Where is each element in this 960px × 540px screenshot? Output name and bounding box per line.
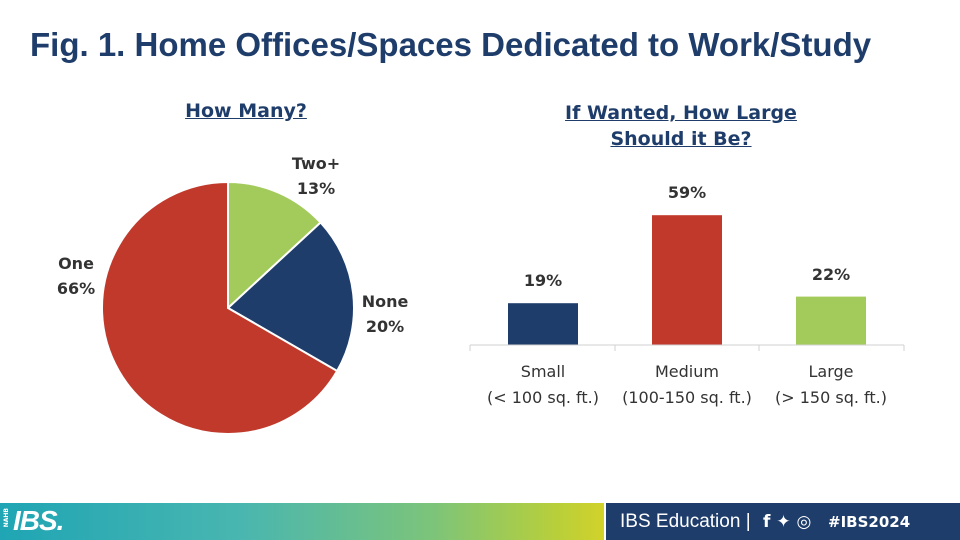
- pie-label-none-value: 20%: [365, 317, 405, 336]
- footer-info: IBS Education | f ✦ ◎ #IBS2024: [604, 503, 960, 540]
- bar-small: [508, 303, 578, 345]
- bar-chart-title: If Wanted, How Large Should it Be?: [511, 100, 851, 152]
- social-icons[interactable]: f ✦ ◎: [763, 512, 812, 532]
- footer-bar: IBS Education | f ✦ ◎ #IBS2024: [0, 503, 960, 540]
- bar-category-large-line2: (> 150 sq. ft.): [775, 388, 887, 407]
- pie-label-one-value: 66%: [56, 279, 96, 298]
- bar-category-medium-line1: Medium: [655, 362, 719, 381]
- bar-value-label-large: 22%: [811, 264, 851, 284]
- charts-svg: [101, 180, 905, 435]
- pie-label-none: None 20%: [355, 289, 415, 339]
- bar-value-label-small: 19%: [523, 271, 563, 291]
- pie-slice-two-plus: [227, 180, 322, 311]
- bar-category-small-line1: Small: [520, 362, 566, 381]
- nahb-logo-text: NAHB: [3, 508, 10, 528]
- pie-chart: [101, 180, 355, 435]
- ibs-logo: IBS.: [13, 505, 64, 536]
- bar-category-large: Large (> 150 sq. ft.): [756, 359, 906, 411]
- bar-chart-title-line1: If Wanted, How Large: [565, 102, 797, 124]
- pie-label-two-plus-value: 13%: [296, 179, 336, 198]
- pie-label-two-plus-name: Two+: [291, 154, 341, 173]
- bar-value-label-medium: 59%: [667, 183, 707, 203]
- bar-category-small-line2: (< 100 sq. ft.): [487, 388, 599, 407]
- pie-label-one: One 66%: [46, 251, 106, 301]
- bar-large: [796, 296, 866, 345]
- pie-slice-one: [101, 180, 339, 435]
- bar-category-large-line1: Large: [808, 362, 854, 381]
- pie-label-none-name: None: [361, 292, 409, 311]
- pie-chart-title: How Many?: [185, 100, 307, 122]
- bar-category-medium-line2: (100-150 sq. ft.): [622, 388, 752, 407]
- footer-hashtag: #IBS2024: [828, 513, 911, 531]
- bar-chart: [469, 215, 905, 351]
- pie-label-one-name: One: [58, 254, 94, 273]
- bar-medium: [652, 215, 722, 345]
- bar-category-medium: Medium (100-150 sq. ft.): [612, 359, 762, 411]
- pie-label-two-plus: Two+ 13%: [286, 151, 346, 201]
- pie-slice-none: [226, 221, 355, 373]
- bar-chart-title-line2: Should it Be?: [610, 128, 752, 150]
- page-title: Fig. 1. Home Offices/Spaces Dedicated to…: [30, 26, 872, 63]
- bar-category-small: Small (< 100 sq. ft.): [468, 359, 618, 411]
- footer-text: IBS Education |: [620, 511, 751, 532]
